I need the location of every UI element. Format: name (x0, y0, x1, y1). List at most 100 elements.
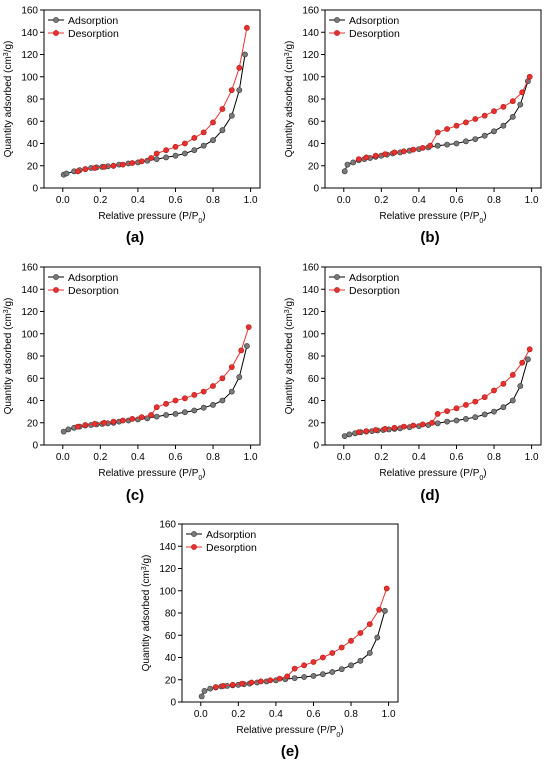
adsorption-point (153, 156, 160, 162)
desorption-point (419, 421, 426, 428)
panel-label: (d) (420, 487, 439, 504)
desorption-point (200, 388, 207, 395)
y-tick-label: 40 (27, 139, 39, 150)
desorption-point (120, 161, 126, 168)
desorption-point (172, 143, 179, 150)
x-tick-label: 0.0 (194, 709, 208, 720)
desorption-point (372, 427, 379, 433)
desorption-point (348, 637, 354, 644)
adsorption-point (346, 431, 353, 438)
legend-marker-adsorption (191, 531, 197, 537)
chart-panel-b: 0 20 40 60 80 100 120 140 160 0.0 0.2 0.4 0.6 0.8 1.0 R… (284, 6, 542, 246)
y-tick-label: 160 (302, 263, 319, 274)
x-tick-label: 0.0 (337, 452, 351, 463)
desorption-point (519, 89, 526, 96)
desorption-point (338, 644, 345, 651)
legend-marker-desorption (53, 287, 59, 293)
y-tick-label: 20 (165, 675, 177, 686)
adsorption-point (500, 404, 507, 411)
desorption-point (153, 150, 160, 157)
adsorption-point (153, 413, 160, 420)
adsorption-point (219, 127, 226, 134)
adsorption-point (357, 657, 364, 664)
desorption-point (310, 659, 317, 665)
legend-label-desorption: Desorption (349, 285, 400, 297)
adsorption-point (444, 418, 450, 425)
y-tick-label: 40 (308, 139, 320, 150)
desorption-point (444, 126, 450, 132)
adsorption-point (181, 150, 188, 157)
x-tick-label: 0.2 (231, 709, 245, 720)
desorption-point (191, 134, 198, 141)
adsorption-point (453, 140, 460, 147)
adsorption-point (243, 343, 250, 349)
adsorption-point (341, 168, 348, 175)
y-tick-label: 60 (27, 374, 39, 385)
desorption-point (462, 119, 469, 126)
y-tick-label: 140 (302, 285, 319, 296)
desorption-point (500, 103, 507, 110)
y-tick-label: 140 (21, 28, 38, 39)
x-axis-title: Relative pressure (P/P0) (98, 468, 205, 482)
desorption-point (363, 428, 370, 434)
x-tick-label: 0.0 (56, 452, 70, 463)
y-tick-label: 0 (32, 184, 38, 195)
y-tick-label: 120 (21, 50, 38, 61)
legend-label-adsorption: Adsorption (68, 272, 118, 284)
x-tick-label: 0.6 (307, 709, 321, 720)
desorption-point (427, 142, 434, 149)
desorption-point (219, 375, 226, 382)
y-tick-label: 20 (27, 161, 39, 172)
y-tick-label: 80 (165, 609, 177, 620)
x-tick-label: 0.4 (131, 452, 145, 463)
x-axis-title: Relative pressure (P/P0) (98, 211, 205, 225)
y-tick-label: 160 (21, 263, 38, 274)
adsorption-point (481, 132, 488, 139)
y-tick-label: 0 (313, 184, 319, 195)
panel-label: (a) (126, 229, 144, 246)
legend-label-desorption: Desorption (206, 542, 257, 554)
y-tick-label: 100 (302, 72, 319, 83)
panel-label: (b) (420, 229, 439, 246)
y-tick-label: 100 (302, 329, 319, 340)
legend-marker-adsorption (53, 274, 59, 280)
y-tick-label: 40 (165, 653, 177, 664)
adsorption-point (301, 674, 307, 680)
desorption-point (491, 108, 497, 115)
adsorption-point (210, 137, 216, 144)
desorption-point (429, 419, 435, 426)
x-tick-label: 0.4 (131, 195, 145, 206)
chart-panel-a: 0 20 40 60 80 100 120 140 160 0.0 0.2 0.4 0.6 0.8 1.0 R… (3, 6, 261, 246)
desorption-point (248, 679, 255, 686)
y-axis-title: Quantity adsorbed (cm3/g) (3, 298, 15, 415)
adsorption-point (434, 142, 441, 149)
y-tick-label: 40 (27, 396, 39, 407)
adsorption-point (207, 685, 214, 692)
chart-panel-d: 0 20 40 60 80 100 120 140 160 0.0 0.2 0.4 0.6 0.8 1.0 R… (284, 263, 542, 504)
desorption-point (357, 630, 364, 636)
x-tick-label: 0.2 (374, 452, 388, 463)
desorption-point (355, 156, 362, 162)
adsorption-point (329, 669, 336, 675)
y-tick-label: 0 (32, 441, 38, 452)
desorption-point (82, 166, 89, 172)
x-tick-label: 1.0 (525, 195, 539, 206)
adsorption-point (236, 374, 243, 380)
y-tick-label: 140 (302, 28, 319, 39)
y-axis-title: Quantity adsorbed (cm3/g) (3, 41, 15, 158)
legend-label-desorption: Desorption (68, 28, 119, 40)
desorption-point (400, 148, 407, 155)
x-tick-label: 0.8 (487, 195, 501, 206)
chart-panel-e: 0 20 40 60 80 100 120 140 160 0.0 0.2 0.4 0.6 0.8 1.0 R… (141, 520, 399, 760)
y-tick-label: 20 (308, 161, 320, 172)
legend-label-adsorption: Adsorption (206, 529, 256, 541)
desorption-point (101, 163, 107, 170)
y-tick-label: 160 (302, 6, 319, 17)
desorption-point (138, 414, 145, 421)
adsorption-point (500, 122, 507, 129)
desorption-point (444, 408, 450, 414)
desorption-point (210, 383, 216, 389)
desorption-point (82, 422, 89, 428)
legend-marker-desorption (191, 544, 197, 550)
